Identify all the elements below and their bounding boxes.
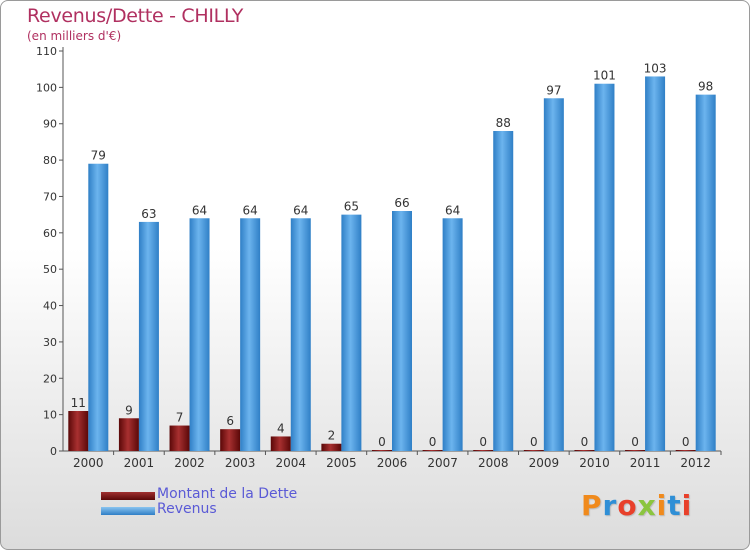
x-tick-label: 2011 [630, 456, 661, 470]
data-label-debt: 0 [530, 435, 538, 449]
y-tick-label: 30 [43, 336, 57, 349]
bar-revenue [645, 76, 666, 452]
bar-revenue [341, 214, 362, 451]
bar-debt [625, 450, 646, 451]
data-label-revenue: 88 [496, 116, 511, 130]
x-tick-label: 2000 [73, 456, 104, 470]
bar-debt [270, 436, 291, 451]
bar-debt [473, 450, 494, 451]
bar-debt [422, 450, 443, 451]
bar-revenue [442, 218, 463, 451]
logo-letter: x [637, 489, 657, 522]
x-tick-label: 2010 [579, 456, 610, 470]
data-label-debt: 9 [125, 403, 133, 417]
logo-letter: r [602, 489, 618, 522]
bar-revenue [594, 83, 615, 452]
bar-debt [523, 450, 544, 451]
x-tick-label: 2006 [377, 456, 408, 470]
bar-revenue [88, 163, 109, 451]
bar-debt [169, 425, 190, 451]
data-label-debt: 7 [176, 411, 184, 425]
x-tick-label: 2009 [529, 456, 560, 470]
bar-revenue [290, 218, 311, 451]
data-label-debt: 0 [479, 435, 487, 449]
logo-letter: t [667, 489, 682, 522]
y-tick-label: 70 [43, 190, 57, 203]
proxiti-logo: Proxiti [581, 489, 692, 522]
y-tick-label: 10 [43, 409, 57, 422]
data-label-revenue: 101 [593, 69, 616, 83]
x-tick-label: 2004 [275, 456, 306, 470]
bar-debt [321, 443, 342, 451]
x-tick-label: 2003 [225, 456, 256, 470]
data-label-debt: 4 [277, 421, 285, 435]
x-tick-label: 2005 [326, 456, 357, 470]
bar-revenue [392, 211, 412, 451]
data-label-revenue: 79 [91, 149, 106, 163]
logo-letter: o [617, 489, 638, 522]
x-tick-label: 2002 [174, 456, 205, 470]
y-tick-label: 80 [43, 154, 57, 167]
bar-revenue [493, 131, 514, 451]
legend-swatch-revenue [101, 507, 155, 515]
data-label-revenue: 63 [141, 207, 156, 221]
bar-debt [675, 450, 696, 451]
data-label-debt: 2 [328, 429, 336, 443]
bar-debt [574, 450, 595, 451]
legend-label-revenue: Revenus [157, 501, 217, 517]
x-tick-label: 2007 [427, 456, 458, 470]
data-label-revenue: 66 [394, 196, 409, 210]
data-label-debt: 0 [378, 435, 386, 449]
legend-label-debt: Montant de la Dette [157, 486, 298, 502]
data-label-revenue: 64 [293, 203, 308, 217]
data-label-revenue: 103 [644, 61, 667, 75]
y-tick-label: 50 [43, 263, 57, 276]
data-label-debt: 0 [682, 435, 690, 449]
data-label-revenue: 64 [445, 203, 460, 217]
x-tick-label: 2001 [124, 456, 155, 470]
bar-revenue [543, 98, 564, 451]
logo-letter: i [681, 489, 693, 522]
logo-letter: i [656, 489, 668, 522]
data-label-revenue: 64 [243, 203, 258, 217]
y-tick-label: 60 [43, 227, 57, 240]
data-label-debt: 0 [429, 435, 437, 449]
x-tick-label: 2012 [680, 456, 711, 470]
data-label-revenue: 98 [698, 80, 713, 94]
bar-debt [372, 450, 392, 451]
chart-subtitle: (en milliers d'€) [27, 29, 122, 43]
bar-debt [118, 418, 139, 451]
bar-revenue [138, 221, 159, 451]
y-tick-label: 100 [36, 81, 57, 94]
data-label-revenue: 64 [192, 203, 207, 217]
data-label-debt: 6 [226, 414, 234, 428]
y-tick-label: 40 [43, 300, 57, 313]
data-label-debt: 0 [581, 435, 589, 449]
data-label-debt: 11 [71, 396, 86, 410]
y-tick-label: 0 [50, 445, 57, 458]
data-label-revenue: 97 [546, 83, 561, 97]
legend-swatch-debt [101, 492, 155, 500]
y-tick-label: 20 [43, 372, 57, 385]
chart-title: Revenus/Dette - CHILLY [27, 5, 244, 27]
y-tick-label: 90 [43, 118, 57, 131]
bar-debt [220, 429, 241, 451]
x-tick-label: 2008 [478, 456, 509, 470]
bar-revenue [189, 218, 210, 451]
bar-revenue [695, 94, 716, 452]
bar-revenue [240, 218, 261, 451]
logo-letter: P [581, 489, 603, 522]
bar-debt [68, 411, 89, 451]
y-tick-label: 110 [36, 45, 57, 58]
data-label-debt: 0 [631, 435, 639, 449]
data-label-revenue: 65 [344, 200, 359, 214]
